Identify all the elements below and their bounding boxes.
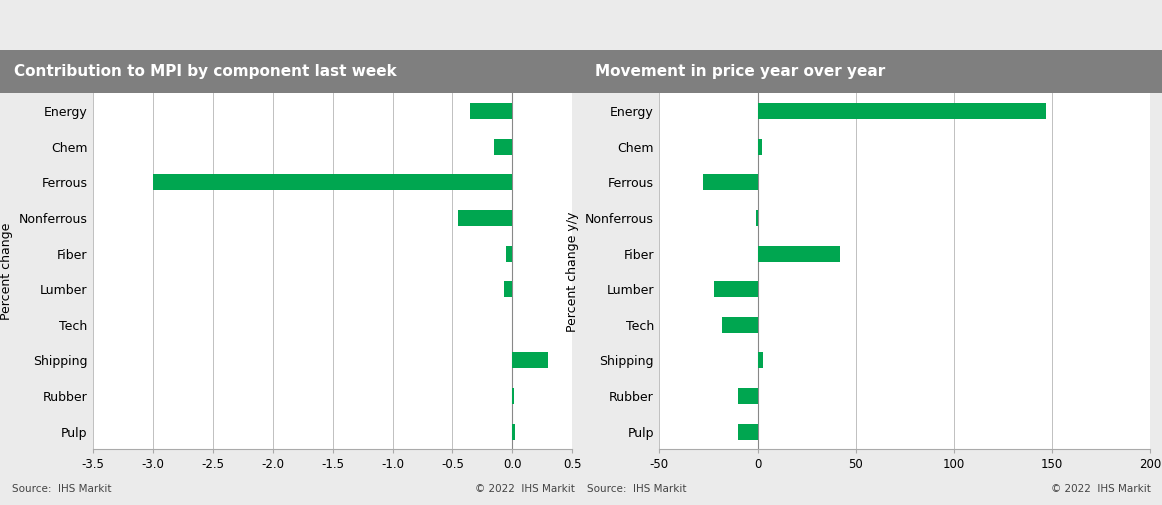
- Bar: [459, 210, 512, 226]
- Y-axis label: Percent change y/y: Percent change y/y: [566, 211, 580, 332]
- Text: © 2022  IHS Markit: © 2022 IHS Markit: [1050, 484, 1150, 494]
- Bar: [471, 103, 512, 119]
- Bar: [507, 245, 512, 262]
- Text: © 2022  IHS Markit: © 2022 IHS Markit: [475, 484, 575, 494]
- Text: Source:  IHS Markit: Source: IHS Markit: [12, 484, 112, 494]
- Bar: [755, 210, 758, 226]
- Bar: [738, 424, 758, 440]
- Bar: [512, 352, 548, 369]
- Bar: [738, 388, 758, 404]
- Text: Source:  IHS Markit: Source: IHS Markit: [587, 484, 687, 494]
- Y-axis label: Percent change: Percent change: [0, 223, 13, 320]
- Bar: [723, 317, 758, 333]
- Bar: [758, 139, 761, 155]
- Bar: [758, 352, 762, 369]
- Text: Movement in price year over year: Movement in price year over year: [595, 65, 885, 79]
- Bar: [512, 388, 514, 404]
- Bar: [153, 174, 512, 190]
- Bar: [758, 245, 840, 262]
- Bar: [703, 174, 758, 190]
- Bar: [758, 103, 1046, 119]
- Bar: [504, 281, 512, 297]
- Bar: [494, 139, 512, 155]
- Bar: [512, 424, 515, 440]
- Bar: [715, 281, 758, 297]
- Text: Contribution to MPI by component last week: Contribution to MPI by component last we…: [14, 65, 396, 79]
